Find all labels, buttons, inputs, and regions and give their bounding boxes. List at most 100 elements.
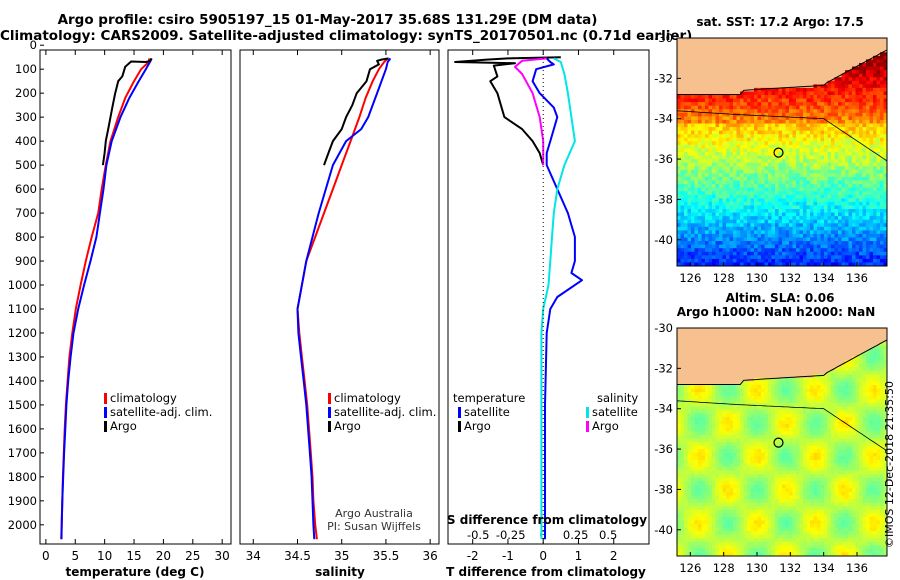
series-line-satellite-adj-clim-	[296, 57, 392, 540]
lat-tick-label: -36	[654, 442, 673, 456]
legend-temperature-title: temperature	[453, 391, 525, 405]
x-tick-label: 36	[423, 549, 438, 563]
series-line-argo	[101, 57, 153, 166]
lat-tick-label: -34	[654, 112, 673, 126]
series-line-argo	[323, 57, 389, 166]
lon-tick-label: 134	[813, 561, 835, 575]
y-tick-label: 300	[15, 110, 37, 124]
legend-label: satellite-adj. clim.	[334, 405, 436, 419]
y-tick-label: 1000	[8, 278, 37, 292]
lon-tick-label: 128	[713, 271, 735, 285]
lon-tick-label: 132	[779, 271, 801, 285]
legend-label: Argo	[592, 419, 619, 433]
lat-tick-label: -32	[654, 71, 673, 85]
legend-swatch	[104, 393, 107, 404]
series-line-t-satellite	[531, 57, 583, 540]
y-tick-label: 200	[15, 86, 37, 100]
y-tick-label: 2000	[8, 518, 37, 532]
y-tick-label: 1100	[8, 302, 37, 316]
lon-tick-label: 128	[713, 561, 735, 575]
lon-tick-label: 130	[746, 271, 768, 285]
sla-map-subtitle: Argo h1000: NaN h2000: NaN	[677, 305, 876, 319]
lon-tick-label: 134	[813, 271, 835, 285]
x-tick-label: -2	[467, 549, 479, 563]
sla-map-axes: 126 128 130 132 134 136 -30 -32 -34 -36 -38 -40	[654, 321, 868, 575]
x-tick-label: 20	[156, 549, 171, 563]
x-tick-label: -1	[502, 549, 514, 563]
series-line-satellite-adj-clim-	[60, 58, 153, 540]
sla-map-title: Altim. SLA: 0.06	[726, 291, 835, 305]
argo-location-marker	[773, 147, 784, 158]
legend-swatch	[328, 393, 331, 404]
legend-swatch	[104, 407, 107, 418]
x-tick-label: 34.5	[284, 549, 311, 563]
lon-tick-label: 126	[679, 271, 701, 285]
legend-swatch	[586, 421, 589, 432]
series-line-s-argo	[514, 57, 547, 166]
legend-swatch	[458, 407, 461, 418]
temperature-axis: 0 5 10 15 20 25 30	[42, 50, 230, 563]
y-tick-label: 900	[15, 254, 37, 268]
legend-label: Argo	[464, 419, 491, 433]
legend-swatch	[328, 421, 331, 432]
s-diff-tick-label: 0.5	[599, 528, 617, 542]
legend-salinity-title: salinity	[597, 391, 638, 405]
y-tick-label: 600	[15, 182, 37, 196]
argo-location-marker	[773, 437, 784, 448]
x-tick-label: 25	[185, 549, 200, 563]
legend-label: satellite-adj. clim.	[110, 405, 212, 419]
y-tick-label: 500	[15, 158, 37, 172]
legend-label: climatology	[110, 391, 177, 405]
lat-tick-label: -30	[654, 321, 673, 335]
lat-tick-label: -30	[654, 31, 673, 45]
s-difference-axis: -0.5-0.2500.250.5	[467, 528, 617, 542]
lat-tick-label: -32	[654, 361, 673, 375]
legend-swatch	[104, 421, 107, 432]
x-tick-label: 34	[246, 549, 261, 563]
x-tick-label: 35	[334, 549, 349, 563]
lon-tick-label: 130	[746, 561, 768, 575]
lat-tick-label: -40	[654, 523, 673, 537]
x-tick-label: 10	[97, 549, 112, 563]
series-line-s-satellite	[540, 57, 576, 540]
difference-legend: temperaturesatelliteArgosalinitysatellit…	[453, 391, 638, 433]
s-diff-tick-label: -0.5	[467, 528, 489, 542]
t-difference-axis: -2 -1 0 1 2	[467, 50, 618, 563]
y-tick-label: 400	[15, 134, 37, 148]
page-title-line-2: Climatology: CARS2009. Satellite-adjuste…	[0, 28, 693, 44]
sst-map-title: sat. SST: 17.2 Argo: 17.5	[696, 15, 863, 29]
legend-swatch	[586, 407, 589, 418]
coastline	[677, 339, 887, 385]
sla-map-panel: Altim. SLA: 0.06 Argo h1000: NaN h2000: …	[654, 291, 888, 575]
shelf-contour	[677, 110, 887, 162]
sst-map-axes: 126 128 130 132 134 136 -30 -32 -34 -36 -38 -40	[654, 31, 868, 285]
sst-map-frame	[676, 37, 888, 267]
legend-label: Argo	[110, 419, 137, 433]
legend-label: Argo	[334, 419, 361, 433]
lat-tick-label: -38	[654, 482, 673, 496]
legend-label: satellite	[592, 405, 638, 419]
x-tick-label: 30	[215, 549, 230, 563]
lat-tick-label: -38	[654, 192, 673, 206]
s-diff-tick-label: -0.25	[496, 528, 526, 542]
lon-tick-label: 126	[679, 561, 701, 575]
coastline	[677, 49, 887, 95]
page-title-line-1: Argo profile: csiro 5905197_15 01-May-20…	[57, 12, 598, 28]
temperature-panel: 0100200300400500600700800900100011001200…	[8, 38, 232, 579]
credit-line-1: Argo Australia	[335, 507, 413, 520]
lon-tick-label: 136	[846, 271, 868, 285]
x-tick-label: 0	[42, 549, 50, 563]
temperature-axis-label: temperature (deg C)	[66, 565, 205, 579]
imos-timestamp: ©IMOS 12-Dec-2018 21:35:50	[883, 381, 896, 548]
legend-label: satellite	[464, 405, 510, 419]
y-tick-label: 1400	[8, 374, 37, 388]
lat-tick-label: -36	[654, 152, 673, 166]
lat-tick-label: -34	[654, 402, 673, 416]
y-tick-label: 1200	[8, 326, 37, 340]
y-tick-label: 100	[15, 62, 37, 76]
depth-axis: 0 100 200 300 400 500 600 700 800 900 1000 1100 1200…	[8, 38, 44, 532]
sla-map-frame	[676, 327, 888, 557]
x-tick-label: 5	[71, 549, 79, 563]
y-tick-label: 1700	[8, 446, 37, 460]
